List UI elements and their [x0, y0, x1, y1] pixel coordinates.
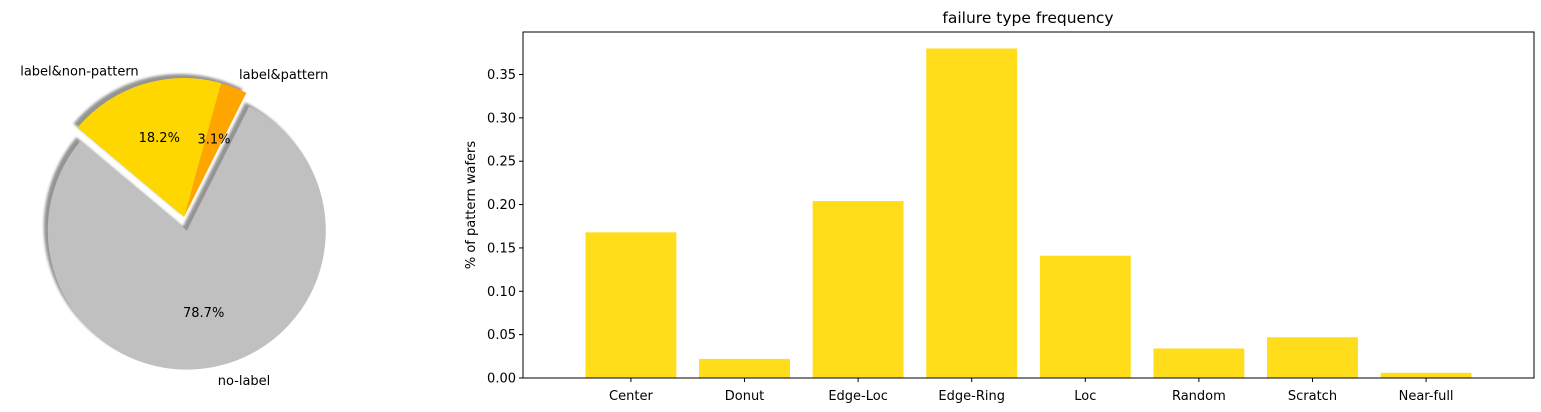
pie-slice-label-pattern: [184, 83, 247, 217]
pie-pct-label-no-label: 78.7%: [183, 306, 224, 321]
x-tick-label-donut: Donut: [725, 389, 765, 404]
bar-scratch: [1267, 337, 1358, 378]
pie-pct-label-label-non-pattern: 18.2%: [139, 131, 180, 146]
pie-slice-no-label: [47, 106, 326, 370]
bar-marks: [585, 48, 1472, 378]
y-tick-label: 0.15: [487, 241, 516, 256]
y-tick-label: 0.00: [487, 372, 516, 387]
bar-loc: [1039, 255, 1131, 378]
x-tick-label-edge-loc: Edge-Loc: [828, 389, 888, 404]
pie-label-label-non-pattern: label&non-pattern: [20, 64, 138, 79]
x-tick-label-scratch: Scratch: [1288, 389, 1337, 404]
pie-slice-label-non-pattern: [77, 77, 222, 217]
bar-edge-loc: [812, 201, 904, 378]
pie-label-no-label: no-label: [218, 374, 271, 389]
bar-y-axis-label: % of pattern wafers: [464, 141, 479, 270]
pie-pct-label-label-pattern: 3.1%: [198, 133, 231, 148]
x-tick-label-loc: Loc: [1074, 389, 1096, 404]
bar-near-full: [1380, 372, 1472, 378]
x-tick-label-random: Random: [1172, 389, 1226, 404]
bar-center: [585, 232, 677, 378]
x-tick-label-near-full: Near-full: [1399, 389, 1454, 404]
y-tick-label: 0.10: [487, 285, 516, 300]
y-tick-label: 0.25: [487, 155, 516, 170]
bar-random: [1153, 348, 1245, 378]
x-tick-label-edge-ring: Edge-Ring: [938, 389, 1005, 404]
bar-chart-title: failure type frequency: [942, 9, 1113, 27]
bar-chart: failure type frequency 0.000.050.100.150…: [464, 9, 1535, 404]
y-tick-label: 0.35: [487, 68, 516, 83]
pie-slices: [47, 77, 326, 370]
bar-donut: [699, 358, 790, 378]
y-tick-label: 0.20: [487, 198, 516, 213]
bar-edge-ring: [926, 48, 1018, 378]
y-tick-label: 0.05: [487, 328, 516, 343]
y-tick-label: 0.30: [487, 111, 516, 126]
pie-label-label-pattern: label&pattern: [239, 68, 328, 83]
pie-chart: no-label 78.7% label&pattern 3.1% label&non-…: [20, 64, 328, 388]
bar-x-ticks: Center Donut Edge-Loc Edge-Ring Loc Random Scr…: [609, 378, 1454, 404]
x-tick-label-center: Center: [609, 389, 653, 404]
bar-plot-frame: [522, 31, 1535, 379]
bar-y-ticks: 0.00 0.05 0.10 0.15 0.20 0.25 0.30 0.35: [487, 68, 523, 387]
pie-labels: no-label 78.7% label&pattern 3.1% label&non-…: [20, 64, 328, 388]
